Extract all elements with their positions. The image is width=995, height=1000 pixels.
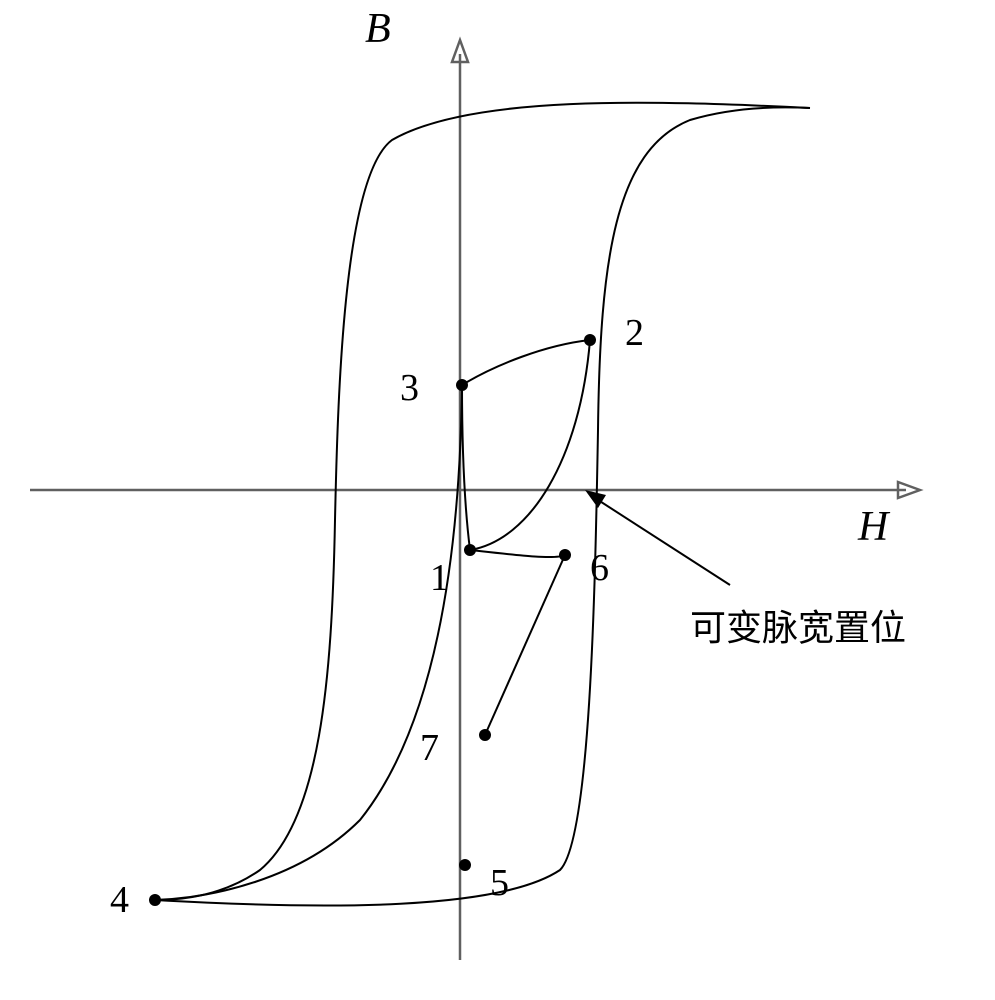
label-6: 6 xyxy=(590,547,609,589)
point-7 xyxy=(479,729,491,741)
curve-3-4 xyxy=(155,385,462,900)
loop-left-branch xyxy=(155,103,810,900)
axis-label-h: H xyxy=(857,504,891,550)
loop-right-branch xyxy=(155,107,810,905)
point-3 xyxy=(456,379,468,391)
curve-2-3 xyxy=(462,340,590,385)
label-4: 4 xyxy=(110,879,129,921)
inner-trajectories xyxy=(155,340,590,900)
point-6 xyxy=(559,549,571,561)
annotation-arrow-line xyxy=(595,498,730,585)
label-1: 1 xyxy=(430,557,449,599)
axis-label-b: B xyxy=(365,6,391,52)
label-7: 7 xyxy=(420,727,439,769)
points xyxy=(149,334,596,906)
curve-3-1 xyxy=(462,385,470,550)
label-5: 5 xyxy=(490,862,509,904)
curve-1-6 xyxy=(470,550,565,557)
curve-7-6 xyxy=(485,555,565,735)
point-1 xyxy=(464,544,476,556)
label-3: 3 xyxy=(400,367,419,409)
axes xyxy=(30,40,920,960)
annotation-text: 可变脉宽置位 xyxy=(690,608,906,648)
point-5 xyxy=(459,859,471,871)
hysteresis-loop xyxy=(155,103,810,906)
point-2 xyxy=(584,334,596,346)
point-labels: 1 2 3 4 5 6 7 xyxy=(110,312,644,921)
point-4 xyxy=(149,894,161,906)
label-2: 2 xyxy=(625,312,644,354)
